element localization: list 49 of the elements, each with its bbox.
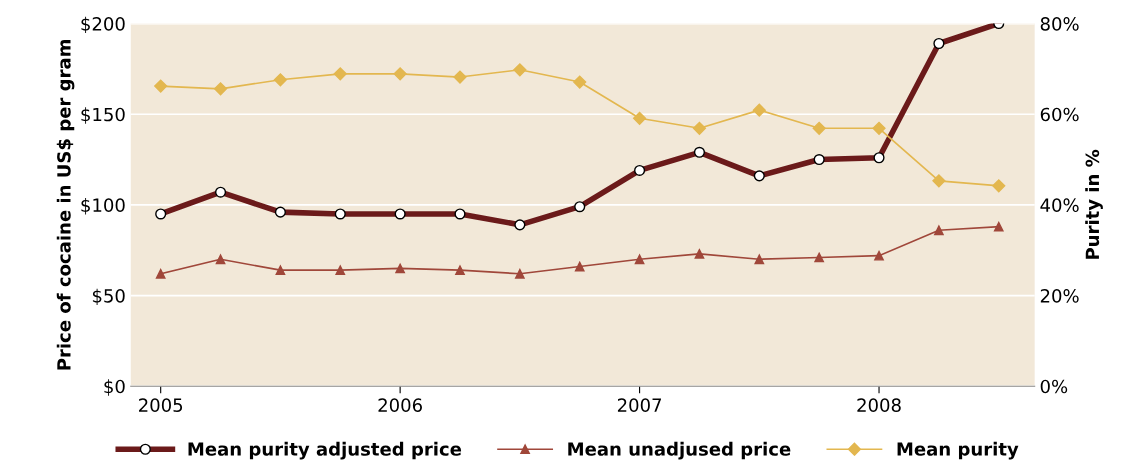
point — [574, 261, 585, 272]
point — [275, 265, 286, 276]
y2-tick-label: 40% — [1040, 198, 1079, 212]
legend-label: Mean purity — [897, 441, 1019, 460]
y2-tick-label: 60% — [1040, 107, 1079, 122]
point — [754, 254, 765, 265]
y-tick-label: $100 — [81, 198, 125, 215]
y2-tick-label: 20% — [1040, 289, 1079, 303]
x-tick-label: 2007 — [617, 398, 662, 412]
point — [215, 254, 226, 265]
point — [213, 82, 228, 96]
point — [455, 265, 465, 276]
y2-axis-title: Purity in % — [1085, 149, 1103, 259]
y-tick-label: $200 — [81, 16, 125, 34]
y-axis-title: Price of cocaine in US$ per gram — [56, 39, 75, 370]
point — [395, 263, 405, 274]
point — [154, 79, 168, 93]
point — [333, 67, 347, 81]
point — [932, 174, 946, 188]
point — [273, 73, 287, 87]
point — [335, 265, 346, 276]
point — [993, 221, 1004, 232]
point — [393, 67, 407, 81]
y-tick-label: $0 — [104, 379, 125, 396]
point — [632, 111, 647, 125]
point — [694, 248, 705, 259]
y2-tick-label: 80% — [1040, 17, 1079, 31]
point — [934, 225, 944, 236]
x-tick-label: 2006 — [378, 398, 422, 412]
point — [814, 252, 825, 263]
point — [573, 75, 587, 89]
point — [514, 268, 525, 279]
point — [155, 268, 166, 279]
point — [752, 103, 766, 117]
legend-label: Mean purity adjusted price — [188, 441, 462, 460]
point — [992, 179, 1006, 193]
point — [453, 70, 467, 84]
point — [634, 254, 645, 265]
point — [513, 63, 527, 77]
y2-tick-label: 0% — [1040, 379, 1068, 394]
y-tick-label: $150 — [81, 107, 125, 124]
point — [872, 121, 886, 135]
point — [874, 250, 884, 261]
y-tick-label: $50 — [92, 288, 125, 306]
point — [692, 121, 707, 135]
x-tick-label: 2008 — [857, 398, 901, 412]
x-tick-label: 2005 — [139, 398, 183, 412]
legend-label: Mean unadjused price — [568, 441, 791, 460]
point — [812, 121, 826, 135]
